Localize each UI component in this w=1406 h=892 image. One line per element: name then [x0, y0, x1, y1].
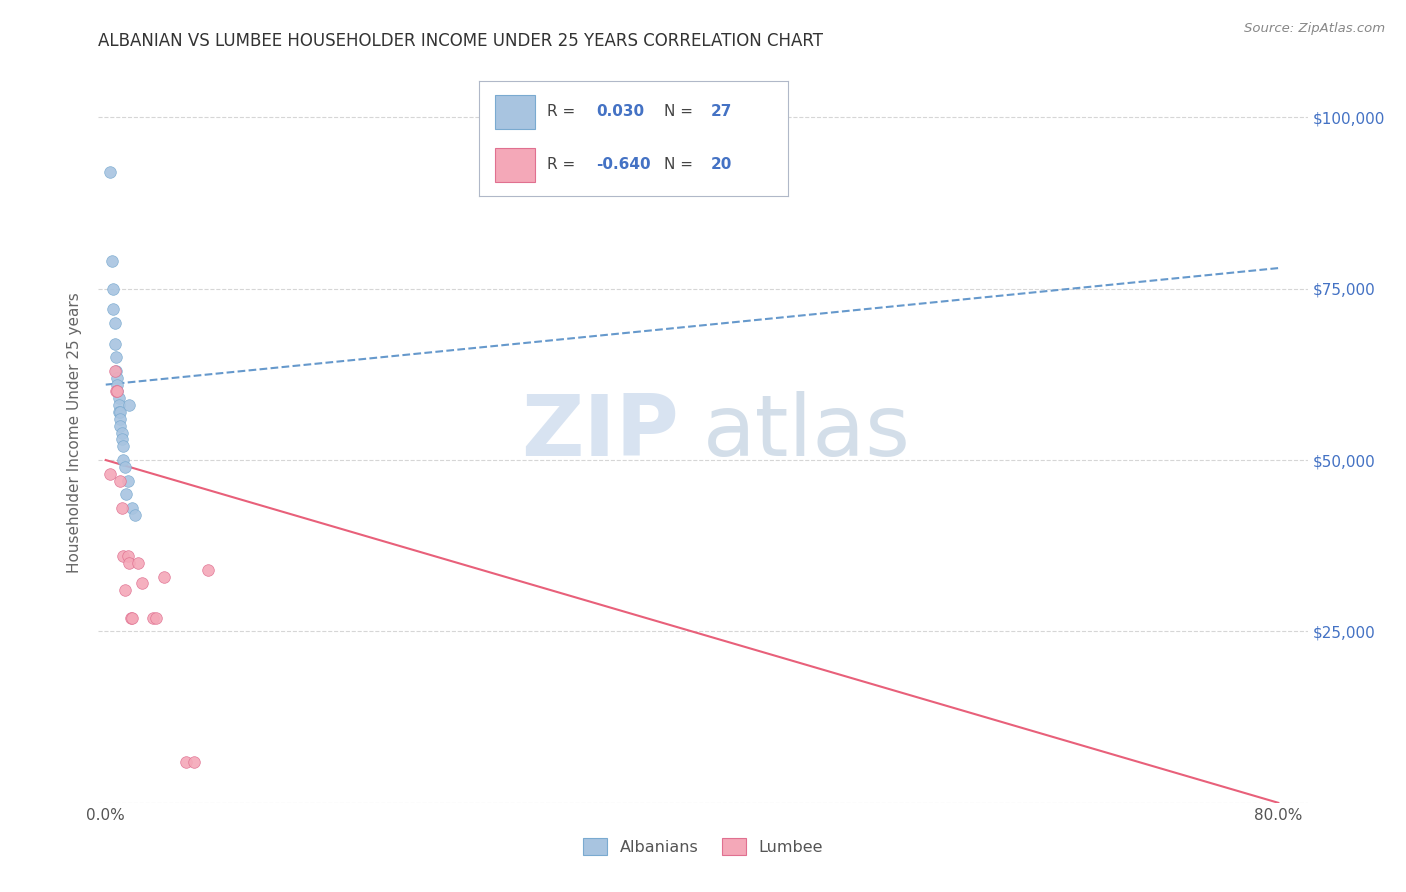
Point [112, 439, 135, 453]
Point [142, 610, 165, 624]
Point [153, 569, 176, 583]
Point [120, 610, 142, 624]
Point [103, 316, 125, 330]
Point [117, 549, 139, 563]
Point [111, 501, 134, 516]
Legend: Albanians, Lumbee: Albanians, Lumbee [576, 832, 830, 862]
Point [98, 467, 121, 481]
Y-axis label: Householder Income Under 25 years: Householder Income Under 25 years [67, 293, 83, 573]
Point [145, 610, 167, 624]
Point [107, 371, 129, 385]
Point [105, 350, 128, 364]
Point [110, 418, 132, 433]
Text: ZIP: ZIP [522, 391, 679, 475]
Point [176, 755, 198, 769]
Point [103, 336, 125, 351]
Point [100, 254, 122, 268]
Point [101, 282, 124, 296]
Point [110, 474, 132, 488]
Point [114, 459, 136, 474]
Point [105, 364, 128, 378]
Point [112, 549, 135, 563]
Point [117, 474, 139, 488]
Point [115, 487, 138, 501]
Point [197, 563, 219, 577]
Point [98, 165, 121, 179]
Text: atlas: atlas [703, 391, 911, 475]
Point [108, 405, 131, 419]
Point [103, 364, 125, 378]
Point [108, 392, 131, 406]
Point [121, 501, 143, 516]
Point [183, 755, 205, 769]
Point [110, 412, 132, 426]
Point [107, 384, 129, 399]
Point [107, 377, 129, 392]
Point [114, 583, 136, 598]
Point [131, 576, 153, 591]
Point [112, 453, 135, 467]
Point [107, 384, 129, 399]
Point [121, 610, 143, 624]
Point [110, 405, 132, 419]
Point [124, 508, 146, 522]
Text: ALBANIAN VS LUMBEE HOUSEHOLDER INCOME UNDER 25 YEARS CORRELATION CHART: ALBANIAN VS LUMBEE HOUSEHOLDER INCOME UN… [98, 32, 824, 50]
Point [118, 556, 141, 570]
Point [101, 302, 124, 317]
Point [105, 384, 128, 399]
Point [127, 556, 149, 570]
Point [118, 398, 141, 412]
Point [111, 425, 134, 440]
Point [108, 398, 131, 412]
Point [111, 433, 134, 447]
Text: Source: ZipAtlas.com: Source: ZipAtlas.com [1244, 22, 1385, 36]
